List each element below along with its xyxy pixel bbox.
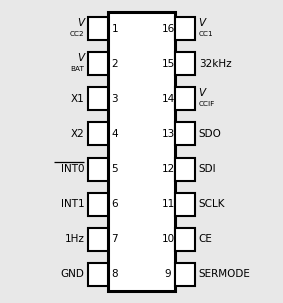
Bar: [175, 263, 195, 286]
Text: 15: 15: [162, 59, 175, 69]
Text: 12: 12: [162, 164, 175, 174]
Bar: [88, 263, 108, 286]
Bar: [175, 17, 195, 40]
Text: V: V: [199, 18, 206, 28]
Bar: [175, 122, 195, 145]
Bar: [175, 228, 195, 251]
Text: V: V: [77, 18, 84, 28]
Text: SDI: SDI: [199, 164, 216, 174]
Bar: [88, 52, 108, 75]
Text: CE: CE: [199, 234, 213, 244]
Text: 1: 1: [112, 24, 118, 34]
Text: 5: 5: [112, 164, 118, 174]
Text: 14: 14: [162, 94, 175, 104]
Text: CC2: CC2: [70, 31, 84, 37]
Text: CCIF: CCIF: [199, 101, 215, 107]
Text: BAT: BAT: [70, 66, 84, 72]
Text: V: V: [199, 88, 206, 98]
Text: 10: 10: [162, 234, 175, 244]
Text: 9: 9: [165, 269, 171, 279]
Text: 11: 11: [162, 199, 175, 209]
Text: 8: 8: [112, 269, 118, 279]
Bar: [88, 158, 108, 181]
Text: SDO: SDO: [199, 129, 222, 139]
Text: 2: 2: [112, 59, 118, 69]
Text: SCLK: SCLK: [199, 199, 225, 209]
Text: V: V: [77, 53, 84, 63]
Text: CC1: CC1: [199, 31, 213, 37]
Bar: [88, 87, 108, 110]
Text: 6: 6: [112, 199, 118, 209]
Bar: [175, 87, 195, 110]
Text: 3: 3: [112, 94, 118, 104]
Text: 1Hz: 1Hz: [65, 234, 84, 244]
Text: 32kHz: 32kHz: [199, 59, 231, 69]
Bar: [175, 193, 195, 216]
Text: GND: GND: [61, 269, 84, 279]
Text: 13: 13: [162, 129, 175, 139]
Bar: [88, 17, 108, 40]
Bar: [88, 228, 108, 251]
Text: INT1: INT1: [61, 199, 84, 209]
Text: INT0: INT0: [61, 164, 84, 174]
Bar: [175, 158, 195, 181]
Text: 16: 16: [162, 24, 175, 34]
Text: X1: X1: [70, 94, 84, 104]
Text: X2: X2: [70, 129, 84, 139]
Bar: [175, 52, 195, 75]
Bar: [108, 12, 175, 291]
Text: 4: 4: [112, 129, 118, 139]
Text: 7: 7: [112, 234, 118, 244]
Bar: [88, 122, 108, 145]
Bar: [88, 193, 108, 216]
Text: SERMODE: SERMODE: [199, 269, 250, 279]
